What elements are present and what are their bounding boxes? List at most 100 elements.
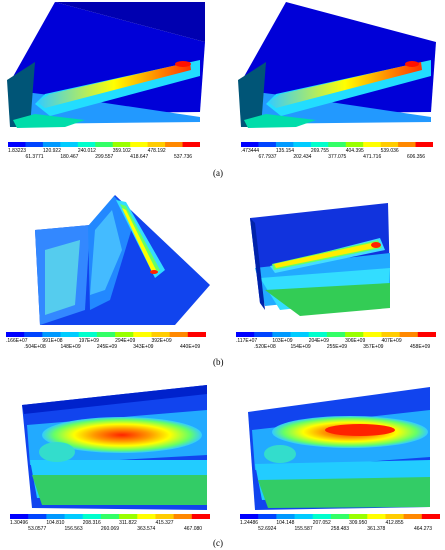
colorbar-tick-label: 606.356 [407, 154, 426, 160]
colorbar-tick-label: .117E+07 [236, 338, 258, 344]
colorbar-swatch [254, 332, 273, 337]
colorbar-swatch [191, 514, 210, 519]
colorbar-tick-label: 537.736 [174, 154, 193, 160]
colorbar-tick-label: 415.327 [155, 520, 174, 526]
colorbar-swatch [381, 332, 401, 337]
colorbar-swatch [290, 332, 310, 337]
colorbar-tick-label: 255E+09 [326, 344, 348, 350]
colorbar-tick-label: 478.192 [147, 148, 166, 154]
colorbar-swatch [60, 142, 79, 147]
colorbar-tick-label: 361.378 [367, 526, 386, 532]
colorbar-swatch [151, 332, 171, 337]
colorbar-c-left: 1.30496 104.810 208.316 311.822 415.327 53.05… [10, 514, 210, 538]
colorbar-swatch [403, 514, 423, 519]
colorbar-tick-label: 156.563 [64, 526, 83, 532]
colorbar-swatch [241, 142, 259, 147]
colorbar-swatch [96, 332, 116, 337]
colorbar-tick-label: 207.052 [312, 520, 331, 526]
colorbar-a-right: .473444 135.154 269.755 404.395 539.036 67.79… [241, 142, 433, 166]
colorbar-c-right: 1.24486 104.148 207.052 309.950 412.855 52.69… [240, 514, 440, 538]
colorbar-swatch [367, 514, 386, 519]
colorbar-tick-label: 363.574 [137, 526, 156, 532]
colorbar-swatch [78, 332, 98, 337]
colorbar-tick-label: 1.83223 [8, 148, 27, 154]
colorbar-tick-label: 294E+09 [115, 338, 136, 344]
caption-b: (b) [213, 357, 224, 367]
colorbar-tick-label: 377.075 [328, 154, 347, 160]
colorbar-tick-label: 53.0577 [28, 526, 47, 532]
colorbar-swatch [165, 142, 184, 147]
colorbar-swatch [399, 332, 419, 337]
colorbar-tick-label: 343E+09 [133, 344, 154, 350]
plot-c-right [240, 382, 440, 515]
colorbar-tick-label: 154E+09 [290, 344, 311, 350]
colorbar-swatch [363, 332, 382, 337]
colorbar-swatch [275, 142, 294, 147]
colorbar-tick-label: 299.557 [95, 154, 114, 160]
colorbar-tick-label: 392E+09 [151, 338, 172, 344]
colorbar-swatch [398, 142, 417, 147]
plot-b-left [30, 190, 210, 330]
colorbar-tick-label: .520E+08 [254, 344, 276, 350]
colorbar-swatch [421, 514, 440, 519]
colorbar-swatch [363, 142, 382, 147]
colorbar-swatch [64, 514, 84, 519]
colorbar-swatch [60, 332, 80, 337]
colorbar-tick-label: 357E+09 [363, 344, 384, 350]
colorbar-swatch [258, 514, 277, 519]
colorbar-swatch [147, 142, 166, 147]
colorbar-swatch [236, 332, 255, 337]
colorbar-tick-label: 404.395 [345, 148, 364, 154]
colorbar-tick-label: 208.316 [82, 520, 101, 526]
colorbar-swatch [240, 514, 259, 519]
colorbar-swatch [417, 332, 436, 337]
plot-c-left [12, 380, 212, 515]
colorbar-swatch [46, 514, 66, 519]
colorbar-swatch [119, 514, 138, 519]
colorbar-tick-label: 67.7937 [258, 154, 277, 160]
colorbar-swatch [115, 332, 134, 337]
colorbar-swatch [169, 332, 189, 337]
colorbar-tick-label: 309.950 [349, 520, 368, 526]
colorbar-swatch [310, 142, 329, 147]
colorbar-swatch [10, 514, 29, 519]
colorbar-swatch [112, 142, 131, 147]
colorbar-tick-label: 155.587 [294, 526, 313, 532]
colorbar-swatch [294, 514, 314, 519]
colorbar-tick-label: 135.154 [275, 148, 294, 154]
colorbar-swatch [77, 142, 96, 147]
caption-c: (c) [213, 538, 223, 548]
colorbar-swatch [345, 142, 364, 147]
colorbar-swatch [182, 142, 200, 147]
colorbar-tick-label: 120.922 [42, 148, 61, 154]
plot-b-right [240, 198, 440, 328]
colorbar-swatch [308, 332, 328, 337]
colorbar-swatch [326, 332, 346, 337]
colorbar-tick-label: 103E+09 [272, 338, 293, 344]
colorbar-swatch [42, 332, 62, 337]
colorbar-tick-label: 258.483 [330, 526, 349, 532]
colorbar-tick-label: .504E+08 [24, 344, 46, 350]
colorbar-swatch [173, 514, 193, 519]
colorbar-swatch [415, 142, 433, 147]
colorbar-swatch [137, 514, 156, 519]
plot-a-left [5, 2, 205, 142]
colorbar-tick-label: 61.3771 [25, 154, 44, 160]
colorbar-swatch [130, 142, 149, 147]
colorbar-tick-label: 412.855 [385, 520, 404, 526]
colorbar-tick-label: 1.24486 [240, 520, 259, 526]
colorbar-tick-label: 418.647 [130, 154, 149, 160]
colorbar-swatch [272, 332, 292, 337]
colorbar-swatch [82, 514, 102, 519]
colorbar-swatch [8, 142, 26, 147]
colorbar-tick-label: 464.273 [414, 526, 433, 532]
colorbar-a-left: 1.83223 120.922 240.012 359.102 478.192 61.37… [8, 142, 200, 166]
colorbar-swatch [328, 142, 347, 147]
colorbar-tick-label: 180.467 [60, 154, 79, 160]
colorbar-tick-label: 539.036 [380, 148, 399, 154]
colorbar-swatch [258, 142, 277, 147]
colorbar-swatch [28, 514, 47, 519]
colorbar-tick-label: 269.755 [310, 148, 329, 154]
colorbar-swatch [312, 514, 332, 519]
colorbar-tick-label: 991E+08 [42, 338, 63, 344]
